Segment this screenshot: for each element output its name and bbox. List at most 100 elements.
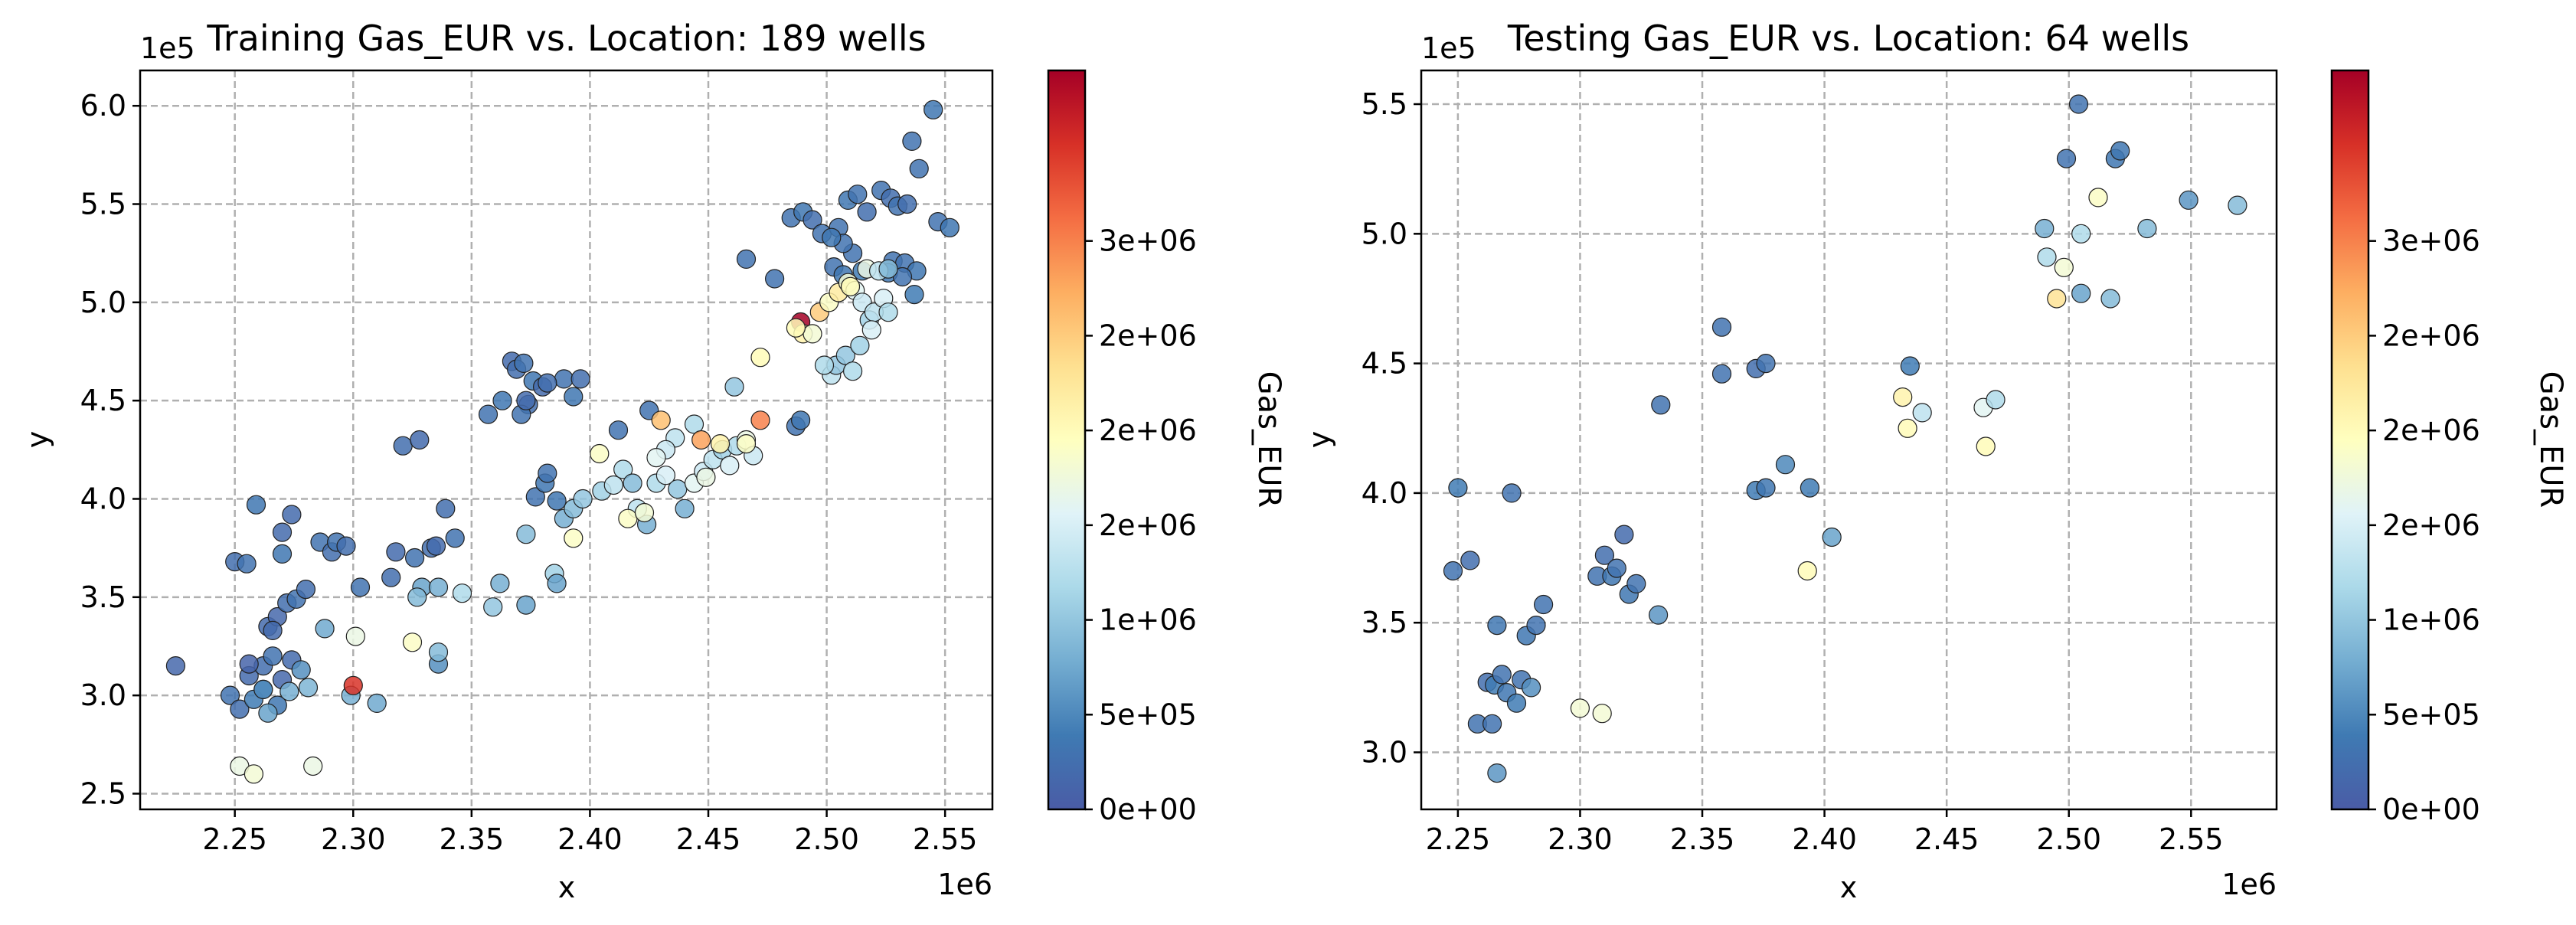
y-tick-label: 3.5 bbox=[1362, 606, 1407, 639]
training-grid bbox=[140, 70, 992, 809]
data-point bbox=[750, 348, 770, 368]
x-tick-label: 2.35 bbox=[440, 822, 505, 856]
data-point bbox=[345, 626, 365, 646]
data-point bbox=[516, 595, 536, 615]
data-point bbox=[878, 302, 898, 322]
data-point bbox=[1711, 364, 1732, 384]
data-point bbox=[1976, 436, 1996, 456]
data-point bbox=[393, 436, 413, 456]
data-point bbox=[1822, 527, 1842, 547]
x-tick-label: 2.40 bbox=[1792, 822, 1857, 856]
data-point bbox=[404, 547, 425, 568]
y-tick-label: 3.5 bbox=[80, 580, 126, 614]
y-tick-label: 5.5 bbox=[1362, 87, 1407, 121]
data-point bbox=[1900, 356, 1920, 376]
data-point bbox=[1487, 615, 1507, 636]
testing-y-ticks: 3.0 3.5 4.0 4.5 5.0 5.5 bbox=[1362, 87, 1421, 770]
data-point bbox=[1614, 525, 1634, 544]
data-point bbox=[613, 459, 633, 479]
data-point bbox=[608, 420, 629, 440]
training-x-offset-label: 1e6 bbox=[937, 868, 992, 901]
data-point bbox=[646, 447, 666, 468]
testing-plot-frame bbox=[1420, 69, 2278, 811]
data-point bbox=[1487, 763, 1507, 783]
testing-y-axis-label: y bbox=[1303, 431, 1336, 449]
data-point bbox=[2100, 289, 2120, 309]
data-point bbox=[298, 678, 319, 698]
data-point bbox=[850, 335, 870, 355]
colorbar-tick-label: 2e+06 bbox=[1099, 508, 1197, 542]
training-y-ticks: 2.5 3.0 3.5 4.0 4.5 5.0 5.5 6.0 bbox=[80, 89, 140, 810]
testing-points bbox=[1443, 94, 2247, 783]
data-point bbox=[736, 433, 757, 454]
data-point bbox=[258, 703, 278, 723]
x-tick-label: 2.45 bbox=[676, 822, 741, 856]
testing-panel: 2.25 2.30 2.35 2.40 2.45 2.50 2.55 3.0 3.5 4.0 4.… bbox=[1303, 18, 2568, 904]
y-tick-label: 4.0 bbox=[1362, 476, 1407, 510]
data-point bbox=[263, 646, 283, 666]
x-tick-label: 2.50 bbox=[2036, 822, 2101, 856]
data-point bbox=[2137, 218, 2157, 239]
data-point bbox=[897, 194, 917, 214]
data-point bbox=[246, 495, 266, 515]
data-point bbox=[902, 131, 922, 151]
testing-y-offset-label: 1e5 bbox=[1421, 31, 1476, 65]
data-point bbox=[272, 544, 293, 564]
data-point bbox=[2037, 247, 2057, 267]
data-point bbox=[803, 210, 822, 230]
data-point bbox=[2179, 190, 2198, 210]
data-point bbox=[1775, 455, 1796, 475]
data-point bbox=[750, 410, 770, 430]
data-point bbox=[1570, 698, 1590, 718]
data-point bbox=[547, 574, 567, 593]
data-point bbox=[909, 159, 929, 178]
data-point bbox=[655, 466, 676, 485]
y-tick-label: 6.0 bbox=[80, 89, 126, 123]
y-tick-label: 3.0 bbox=[1362, 736, 1407, 770]
data-point bbox=[291, 660, 311, 680]
data-point bbox=[1448, 478, 1468, 498]
colorbar-tick-label: 5e+05 bbox=[2382, 698, 2480, 731]
data-point bbox=[263, 620, 283, 641]
data-point bbox=[1521, 678, 1541, 698]
y-tick-label: 5.0 bbox=[1362, 217, 1407, 250]
data-point bbox=[904, 285, 924, 305]
y-tick-label: 4.5 bbox=[80, 384, 126, 417]
x-tick-label: 2.50 bbox=[794, 822, 859, 856]
data-point bbox=[386, 542, 406, 562]
colorbar-tick-label: 3e+06 bbox=[2382, 224, 2480, 258]
data-point bbox=[1607, 558, 1626, 578]
data-point bbox=[848, 185, 868, 204]
data-point bbox=[343, 675, 363, 695]
data-point bbox=[2054, 257, 2074, 277]
data-point bbox=[1649, 605, 1669, 625]
colorbar-tick-label: 2e+06 bbox=[2382, 508, 2480, 542]
training-x-ticks: 2.25 2.30 2.35 2.40 2.45 2.50 2.55 bbox=[202, 809, 977, 856]
data-point bbox=[924, 100, 943, 119]
data-point bbox=[428, 577, 449, 597]
data-point bbox=[814, 355, 835, 375]
data-point bbox=[554, 369, 574, 389]
data-point bbox=[483, 597, 503, 617]
testing-x-axis-label: x bbox=[1840, 871, 1858, 904]
data-point bbox=[381, 567, 401, 587]
data-point bbox=[651, 410, 671, 430]
data-point bbox=[1912, 403, 1932, 423]
data-point bbox=[675, 498, 695, 518]
data-point bbox=[764, 269, 785, 289]
data-point bbox=[840, 276, 861, 296]
data-point bbox=[407, 587, 427, 607]
data-point bbox=[822, 227, 842, 247]
data-point bbox=[590, 443, 610, 464]
data-point bbox=[1626, 574, 1646, 594]
data-point bbox=[220, 685, 240, 705]
data-point bbox=[668, 479, 688, 499]
testing-chart-title: Testing Gas_EUR vs. Location: 64 wells bbox=[1507, 18, 2189, 59]
data-point bbox=[1533, 594, 1554, 615]
colorbar-tick-label: 2e+06 bbox=[2382, 413, 2480, 447]
data-point bbox=[1592, 704, 1612, 724]
data-point bbox=[410, 430, 430, 450]
data-point bbox=[2071, 283, 2091, 303]
data-point bbox=[803, 324, 822, 344]
data-point bbox=[1986, 390, 2006, 410]
